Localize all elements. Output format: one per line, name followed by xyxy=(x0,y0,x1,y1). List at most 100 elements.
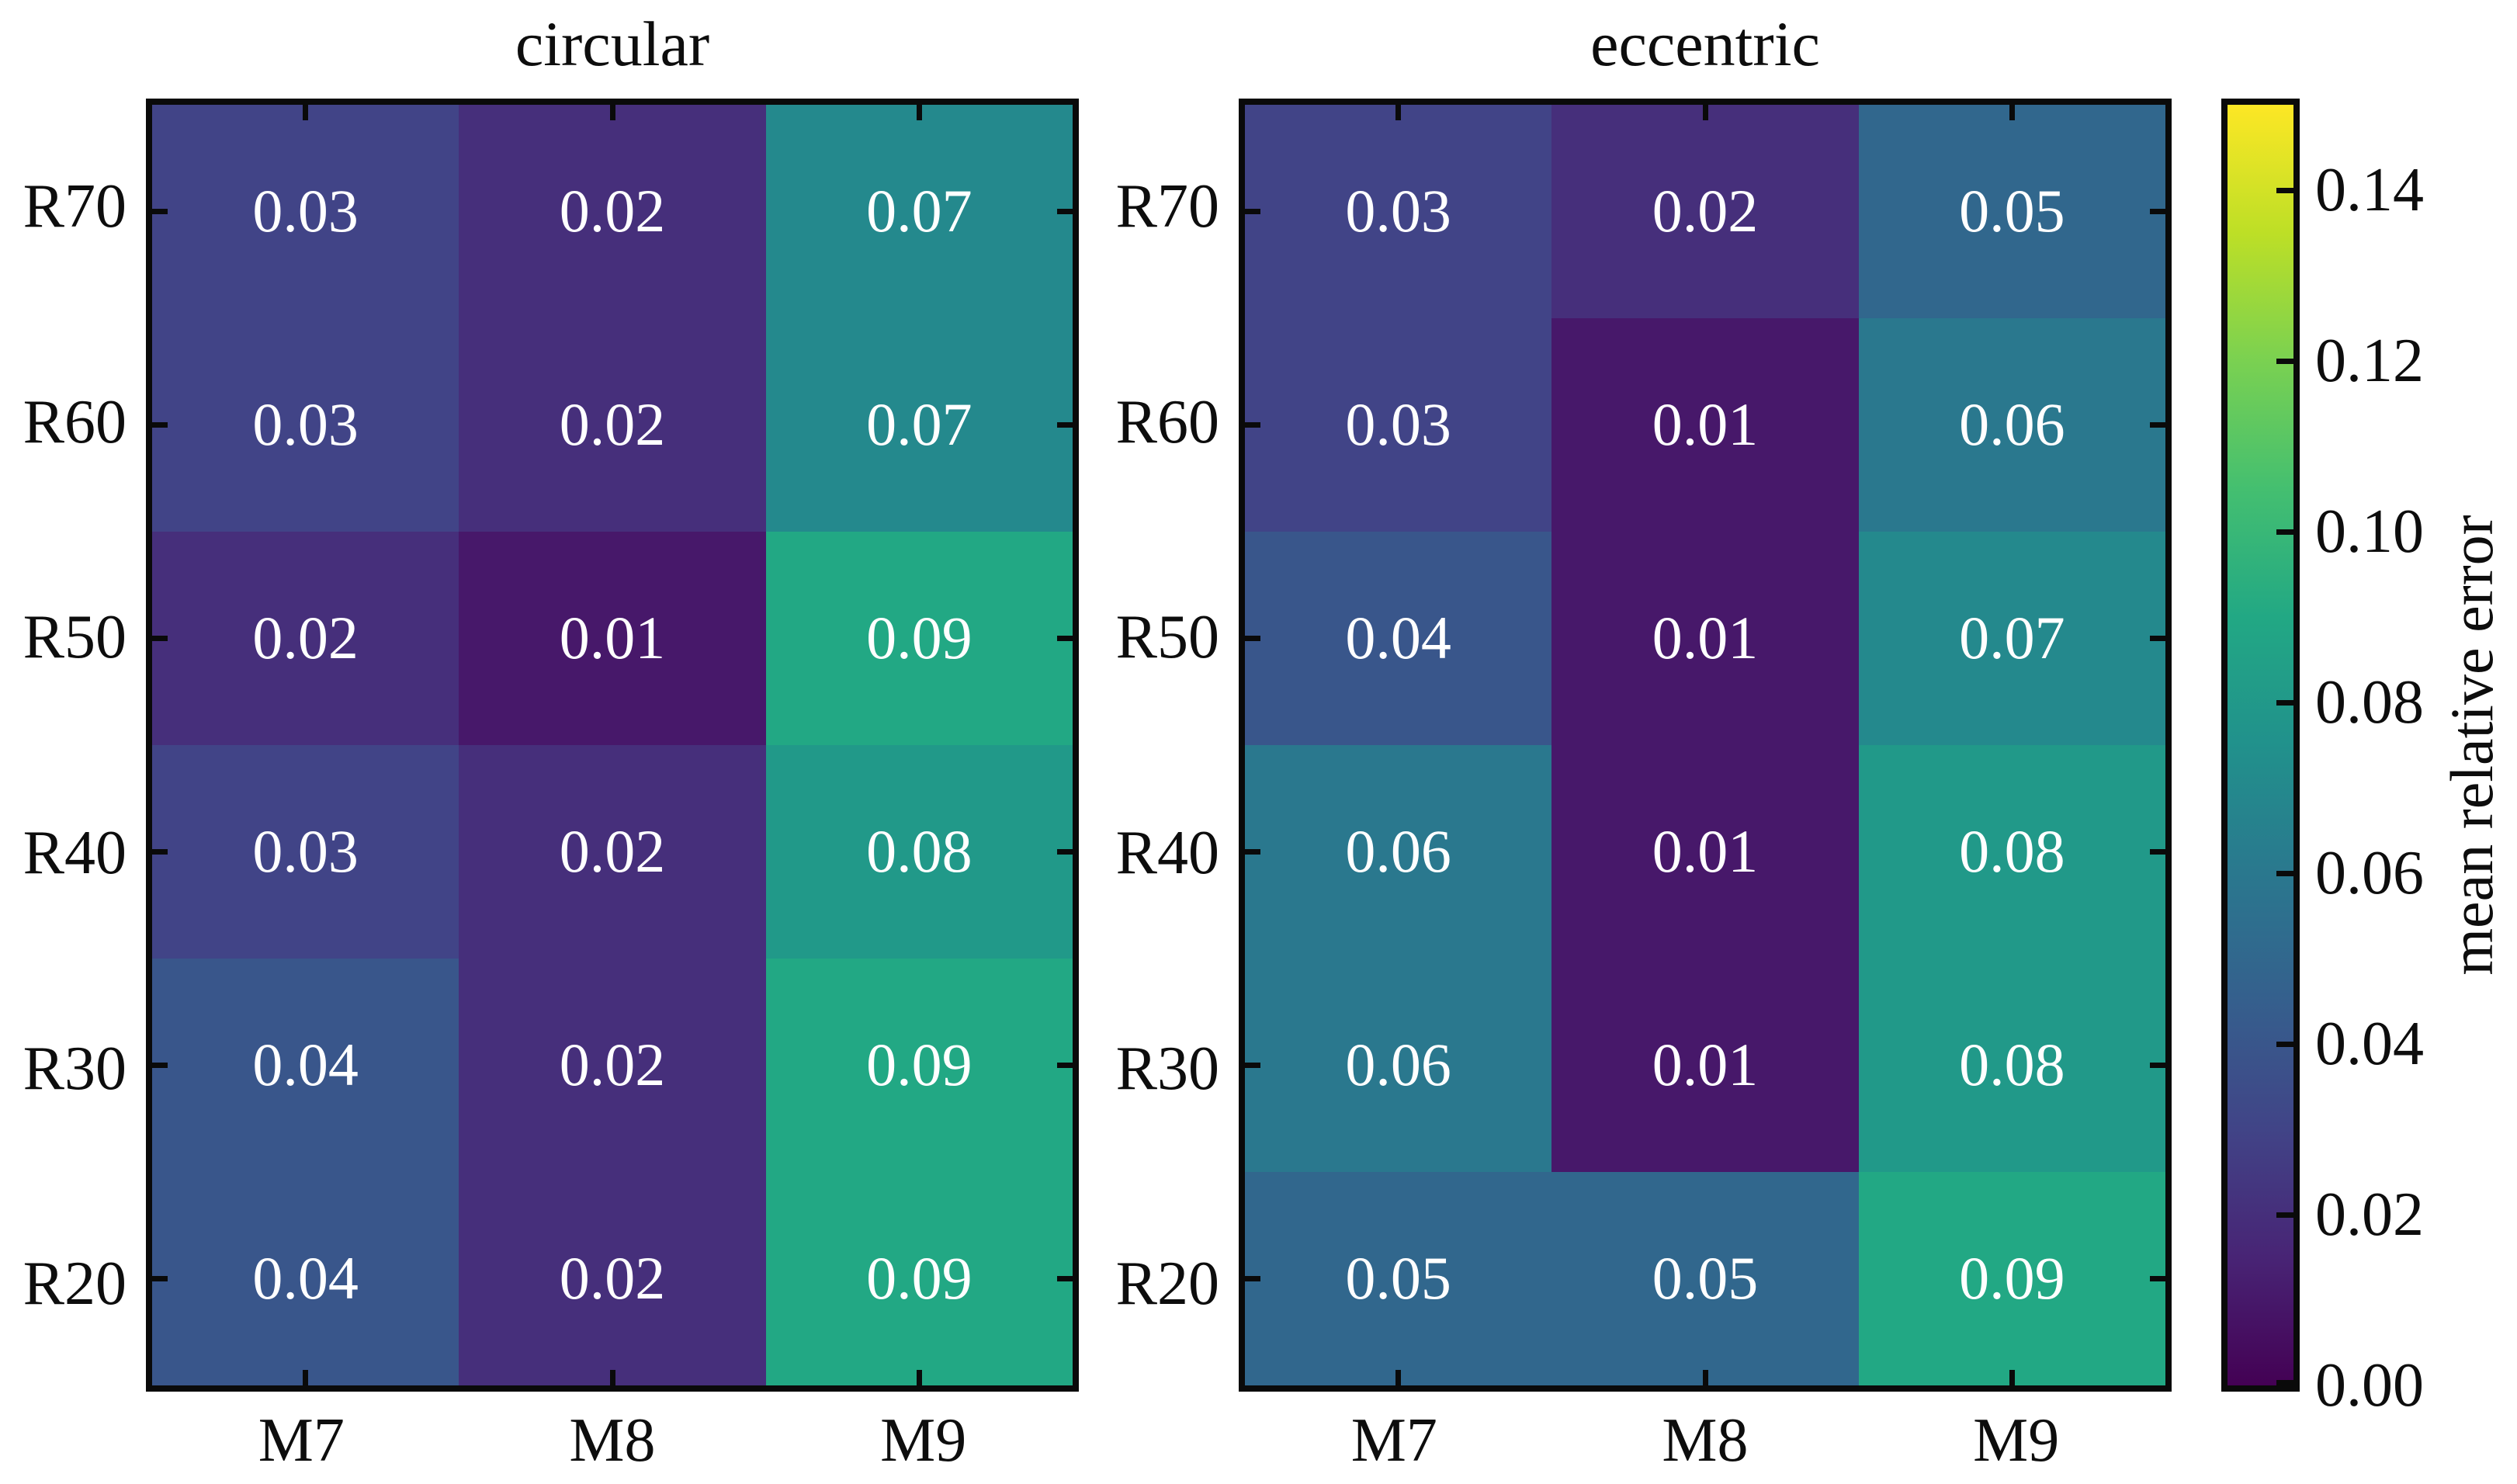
right-tick-mark xyxy=(1057,208,1073,214)
colorbar-tick-label: 0.14 xyxy=(2315,156,2424,224)
colorbar-tick-label: 0.08 xyxy=(2315,668,2424,737)
heatmap-cell: 0.07 xyxy=(765,105,1073,318)
heatmap-cell-value: 0.09 xyxy=(866,604,972,672)
top-tick-mark xyxy=(303,105,309,120)
heatmap-cell-value: 0.06 xyxy=(1345,817,1451,886)
y-tick-label: R70 xyxy=(23,172,127,241)
heatmap-cell: 0.02 xyxy=(459,958,766,1172)
heatmap-cell-value: 0.03 xyxy=(252,817,359,886)
right-tick-mark xyxy=(2150,422,2165,428)
left-tick-mark xyxy=(1245,848,1260,855)
heatmap-cell: 0.06 xyxy=(1245,958,1552,1172)
heatmap-cell-value: 0.09 xyxy=(866,1031,972,1099)
bottom-tick-mark xyxy=(1395,1370,1402,1385)
right-tick-mark xyxy=(1057,848,1073,855)
heatmap-cell: 0.02 xyxy=(459,317,766,532)
top-tick-mark xyxy=(1702,105,1708,120)
heatmap-cell-value: 0.05 xyxy=(1345,1244,1451,1312)
colorbar-tick-label: 0.06 xyxy=(2315,839,2424,907)
heatmap-cell-value: 0.02 xyxy=(559,817,666,886)
left-tick-mark xyxy=(1245,1063,1260,1068)
heatmap-cell: 0.01 xyxy=(1551,317,1859,532)
colorbar-tick-mark xyxy=(2276,870,2293,876)
heatmap-cell: 0.09 xyxy=(765,1172,1073,1385)
heatmap-cell-value: 0.09 xyxy=(1959,1244,2065,1312)
colorbar xyxy=(2221,99,2300,1392)
x-tick-label: M7 xyxy=(258,1406,345,1475)
colorbar-tick-mark xyxy=(2276,529,2293,535)
left-tick-mark xyxy=(152,1275,168,1281)
x-tick-label: M8 xyxy=(569,1406,656,1475)
heatmap-cell: 0.03 xyxy=(152,745,459,959)
heatmap-cell: 0.01 xyxy=(1551,958,1859,1172)
colorbar-tick-mark xyxy=(2276,187,2293,193)
right-tick-mark xyxy=(2150,1275,2165,1281)
y-tick-label: R50 xyxy=(23,603,127,672)
heatmap-cell: 0.01 xyxy=(1551,531,1859,745)
heatmap-cell-value: 0.03 xyxy=(252,390,359,459)
heatmap-cell: 0.04 xyxy=(1245,531,1552,745)
heatmap-cell: 0.09 xyxy=(765,531,1073,745)
bottom-tick-mark xyxy=(916,1370,922,1385)
heatmap-cell: 0.02 xyxy=(152,531,459,745)
heatmap-cell: 0.03 xyxy=(1245,317,1552,532)
heatmap-cell-value: 0.02 xyxy=(252,604,359,672)
heatmap-cell-value: 0.05 xyxy=(1959,177,2065,245)
heatmap-cell: 0.01 xyxy=(1551,745,1859,959)
heatmap-cell-value: 0.08 xyxy=(866,817,972,886)
colorbar-axis-label: mean relative error xyxy=(2438,515,2505,976)
top-tick-mark xyxy=(609,105,615,120)
heatmap-cell-value: 0.06 xyxy=(1345,1031,1451,1099)
heatmap-cell-value: 0.07 xyxy=(866,177,972,245)
colorbar-tick-label: 0.04 xyxy=(2315,1010,2424,1078)
heatmap-cell-value: 0.05 xyxy=(1652,1244,1759,1312)
heatmap-cell: 0.02 xyxy=(1551,105,1859,318)
y-tick-label: R40 xyxy=(1115,818,1219,887)
heatmap-cell-value: 0.01 xyxy=(1652,390,1759,459)
left-tick-mark xyxy=(152,1063,168,1068)
y-tick-label: R40 xyxy=(23,818,127,887)
heatmap-cell-value: 0.03 xyxy=(252,177,359,245)
colorbar-tick-mark xyxy=(2276,1212,2293,1218)
heatmap-panel-circular: 0.03 0.02 0.07 0.03 0.02 0.07 0.02 0.01 0.09 0.03… xyxy=(146,99,1079,1392)
y-tick-label: R60 xyxy=(1115,387,1219,456)
panel-title-eccentric: eccentric xyxy=(1590,9,1820,79)
left-tick-mark xyxy=(152,636,168,641)
heatmap-cell-value: 0.02 xyxy=(559,177,666,245)
heatmap-cell: 0.02 xyxy=(459,105,766,318)
colorbar-tick-label: 0.00 xyxy=(2315,1351,2424,1420)
heatmap-cell: 0.07 xyxy=(1858,531,2165,745)
heatmap-cell-value: 0.01 xyxy=(1652,817,1759,886)
y-tick-label: R30 xyxy=(23,1034,127,1103)
heatmap-cell-value: 0.03 xyxy=(1345,177,1451,245)
right-tick-mark xyxy=(2150,208,2165,214)
right-tick-mark xyxy=(1057,422,1073,428)
heatmap-cell-value: 0.02 xyxy=(559,1031,666,1099)
right-tick-mark xyxy=(2150,848,2165,855)
colorbar-tick-mark xyxy=(2276,699,2293,706)
x-tick-label: M8 xyxy=(1662,1406,1749,1475)
heatmap-cell-value: 0.01 xyxy=(1652,1031,1759,1099)
left-tick-mark xyxy=(152,848,168,855)
heatmap-cell-value: 0.01 xyxy=(1652,604,1759,672)
heatmap-cell: 0.08 xyxy=(1858,745,2165,959)
colorbar-tick-mark xyxy=(2276,358,2293,364)
x-tick-label: M7 xyxy=(1350,1406,1437,1475)
heatmap-cell-value: 0.07 xyxy=(866,390,972,459)
heatmap-cell-value: 0.04 xyxy=(252,1031,359,1099)
heatmap-cell-value: 0.09 xyxy=(866,1244,972,1312)
heatmap-cell: 0.03 xyxy=(152,105,459,318)
heatmap-panel-eccentric: 0.03 0.02 0.05 0.03 0.01 0.06 0.04 0.01 0.07 0.06… xyxy=(1239,99,2172,1392)
heatmap-cell-value: 0.03 xyxy=(1345,390,1451,459)
top-tick-mark xyxy=(1395,105,1402,120)
colorbar-tick-label: 0.02 xyxy=(2315,1181,2424,1249)
heatmap-cell: 0.05 xyxy=(1245,1172,1552,1385)
heatmap-cell-value: 0.01 xyxy=(559,604,666,672)
x-tick-label: M9 xyxy=(880,1406,967,1475)
right-tick-mark xyxy=(1057,636,1073,641)
heatmap-cell: 0.07 xyxy=(765,317,1073,532)
right-tick-mark xyxy=(2150,636,2165,641)
heatmap-cell: 0.01 xyxy=(459,531,766,745)
right-tick-mark xyxy=(1057,1275,1073,1281)
